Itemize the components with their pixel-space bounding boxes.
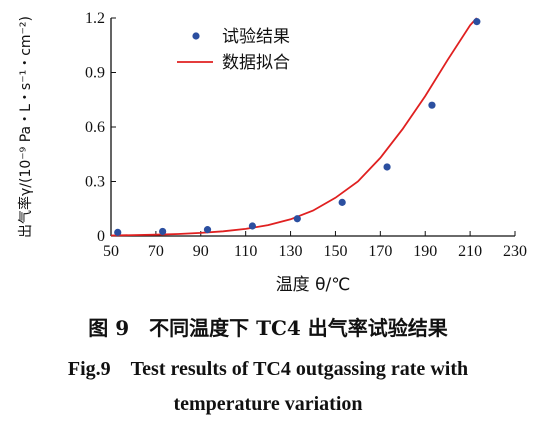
x-tick-label: 150 <box>323 243 347 260</box>
x-tick-label: 210 <box>458 243 482 260</box>
x-tick-label: 70 <box>148 243 164 260</box>
y-tick-label: 0.3 <box>85 174 105 191</box>
y-axis-ticks: 0 0.3 0.6 0.9 1.2 <box>85 10 116 245</box>
figure-caption-chinese: 图 9 不同温度下 TC4 出气率试验结果 <box>88 316 448 340</box>
data-points-layer <box>114 18 481 236</box>
x-tick-label: 110 <box>234 243 257 260</box>
x-axis-ticks: 50 70 90 110 130 150 170 190 210 230 <box>103 231 527 260</box>
chart-figure: 50 70 90 110 130 150 170 190 210 230 0 0.3 0.6 0.9 1.… <box>17 10 527 295</box>
y-tick-label: 0.9 <box>85 65 105 82</box>
x-tick-label: 190 <box>413 243 437 260</box>
data-point <box>383 163 391 171</box>
y-tick-label: 1.2 <box>85 10 105 27</box>
data-point <box>248 222 256 230</box>
data-point <box>473 18 481 26</box>
data-point <box>159 227 167 236</box>
legend-label-line: 数据拟合 <box>222 53 290 73</box>
fit-curve <box>110 17 478 237</box>
x-tick-label: 170 <box>368 243 392 260</box>
legend-label-points: 试验结果 <box>222 27 290 47</box>
chart-svg: 50 70 90 110 130 150 170 190 210 230 0 0.3 0.6 0.9 1.… <box>17 10 527 295</box>
data-point <box>428 101 436 109</box>
data-point <box>338 198 346 206</box>
y-axis-label: 出气率γ/(10⁻⁹ Pa・L・s⁻¹・cm⁻²) <box>17 16 34 238</box>
x-tick-label: 50 <box>103 243 119 260</box>
data-point <box>203 226 212 234</box>
x-tick-label: 130 <box>279 243 303 260</box>
data-point <box>293 215 301 223</box>
x-tick-label: 230 <box>503 243 527 260</box>
fit-line-layer <box>110 17 478 237</box>
x-axis-label: 温度 θ/℃ <box>276 275 351 295</box>
y-tick-label: 0.6 <box>85 119 105 136</box>
x-tick-label: 90 <box>193 243 209 260</box>
figure-caption-english-line1: Fig.9 Test results of TC4 outgassing rat… <box>67 358 469 380</box>
legend-marker-points <box>192 32 200 40</box>
figure-caption-english-line2: temperature variation <box>173 393 363 415</box>
y-tick-label: 0 <box>97 228 105 245</box>
data-point <box>114 228 122 236</box>
